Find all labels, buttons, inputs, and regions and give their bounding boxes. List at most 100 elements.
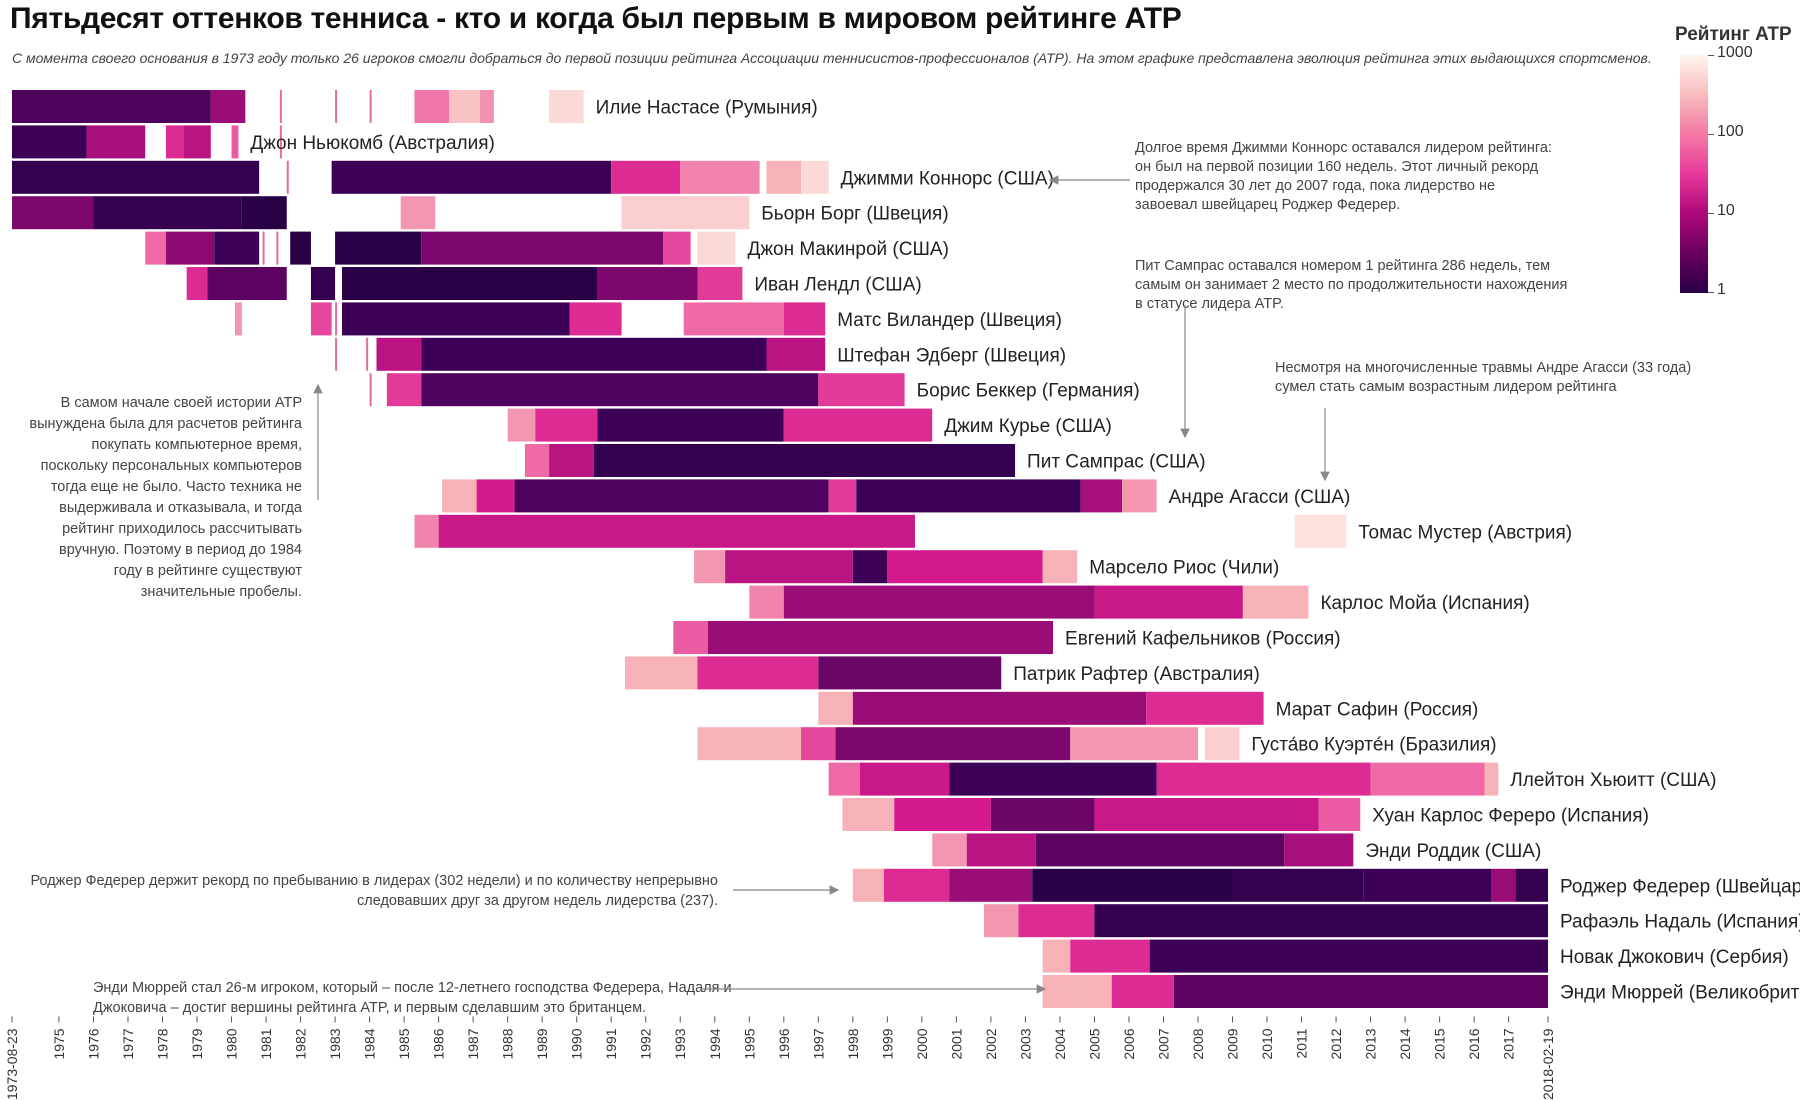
rank-segment [1173,975,1548,1008]
rank-segment [597,408,784,442]
rank-segment [949,762,1157,796]
rank-segment [421,231,663,265]
legend-tickmark [1708,213,1714,214]
annotation-atp-early-line: поскольку персональных компьютеров [41,458,303,474]
rank-tick [335,90,338,123]
rank-segment [310,302,332,336]
rank-segment [1294,514,1347,548]
rank-segment [549,90,584,123]
annotation-federer-line: следовавших друг за другом недель лидерс… [357,893,718,909]
rank-segment [1204,727,1240,761]
rank-tick [369,90,372,123]
rank-segment [341,267,598,300]
rank-segment [1018,904,1095,938]
rank-segment [818,373,905,407]
rank-segment [990,798,1095,831]
rank-segment [145,231,166,265]
x-tick-label: 2006 [1121,1028,1137,1059]
annotation-atp-early-line: вручную. Поэтому в период до 1984 [59,542,302,558]
player-name: Борис Беккер (Германия) [917,381,1140,402]
rank-segment [1094,798,1319,831]
rank-segment [828,762,860,796]
rank-segment [828,479,857,513]
rank-segment [852,868,884,902]
x-tick-label: 2014 [1397,1028,1413,1059]
rank-segment [611,160,681,194]
rank-segment [341,302,570,336]
rank-segment [1111,975,1174,1008]
x-tick-label: 2017 [1501,1028,1517,1059]
player-name: Марат Сафин (Россия) [1276,699,1479,720]
x-tick-label: 1978 [154,1028,170,1059]
x-tick-label: 1979 [189,1028,205,1059]
x-tick-label: 1999 [879,1028,895,1059]
annotation-atp-early-line: выдерживала и отказывала, и тогда [59,500,303,516]
chart-title: Пятьдесят оттенков тенниса - кто и когда… [10,2,1182,35]
rank-segment [1094,585,1243,619]
rank-tick [369,373,372,407]
rank-tick [262,231,265,265]
player-name: Андре Агасси (США) [1169,487,1351,508]
rank-segment [448,90,481,123]
rank-segment [507,408,536,442]
rank-segment [856,479,1081,513]
x-tick-label: 1995 [741,1028,757,1059]
player-name: Густа́во Куэртéн (Бразилия) [1251,735,1496,756]
legend-label-10: 10 [1717,202,1735,219]
x-tick-label: 1976 [85,1028,101,1059]
player-name: Пит Сампрас (США) [1027,452,1205,473]
rank-segment [662,231,691,265]
player-name: Евгений Кафельников (Россия) [1065,629,1341,650]
legend-label-1000: 1000 [1717,44,1753,61]
annotation-atp-early-line: значительные пробелы. [141,584,302,600]
annotation-connors-line: продержался 30 лет до 2007 года, пока ли… [1135,178,1495,194]
rank-segment [1146,691,1264,725]
rank-segment [852,550,888,584]
x-tick-label: 2000 [914,1028,930,1059]
rank-segment [801,727,836,761]
rank-segment [165,231,215,265]
rank-segment [894,798,991,831]
player-name: Джон Макинрой (США) [747,239,948,260]
rank-segment [1318,798,1361,831]
rank-segment [12,160,260,194]
player-name: Энди Роддик (США) [1365,841,1541,862]
player-name: Джимми Коннорс (США) [841,168,1054,189]
annotation-connors-line: он был на первой позиции 160 недель. Это… [1135,159,1539,175]
rank-segment [569,302,622,336]
annotation-atp-early-line: году в рейтинге существуют [114,563,303,579]
annotation-atp-early-line: покупать компьютерное время, [92,437,302,453]
rank-segment [1070,727,1198,761]
legend-tickmark [1708,134,1714,135]
player-name: Ллейтон Хьюитт (США) [1510,770,1716,791]
x-tick-label: 1975 [51,1028,67,1059]
rank-segment [683,302,784,336]
x-tick-label: 2004 [1052,1028,1068,1059]
rank-segment [842,798,895,831]
rank-segment [625,656,698,690]
rank-segment [1042,550,1078,584]
rank-segment [1484,762,1499,796]
x-tick-label: 2016 [1466,1028,1482,1059]
rank-segment [1370,762,1485,796]
rank-segment [442,479,477,513]
rank-segment [421,337,767,371]
rank-segment [414,514,439,548]
annotation-agassi-line: сумел стать самым возрастным лидером рей… [1275,379,1617,395]
rank-segment [476,479,515,513]
rank-segment [1284,833,1354,867]
annotation-murray-line: Джоковича – достиг вершины рейтинга ATP,… [93,1000,646,1016]
x-tick-label: 2003 [1017,1028,1033,1059]
rank-segment [783,302,826,336]
rank-segment [694,550,726,584]
x-tick-label: 1994 [707,1028,723,1059]
x-tick-label: 2001 [948,1028,964,1059]
rank-segment [207,267,287,300]
x-tick-label: 1984 [362,1028,378,1059]
rank-segment [165,125,184,159]
chart-subtitle: С момента своего основания в 1973 году т… [12,50,1652,66]
rank-segment [697,727,802,761]
rank-segment [241,196,287,230]
x-tick-label: 1973-08-23 [4,1028,20,1100]
